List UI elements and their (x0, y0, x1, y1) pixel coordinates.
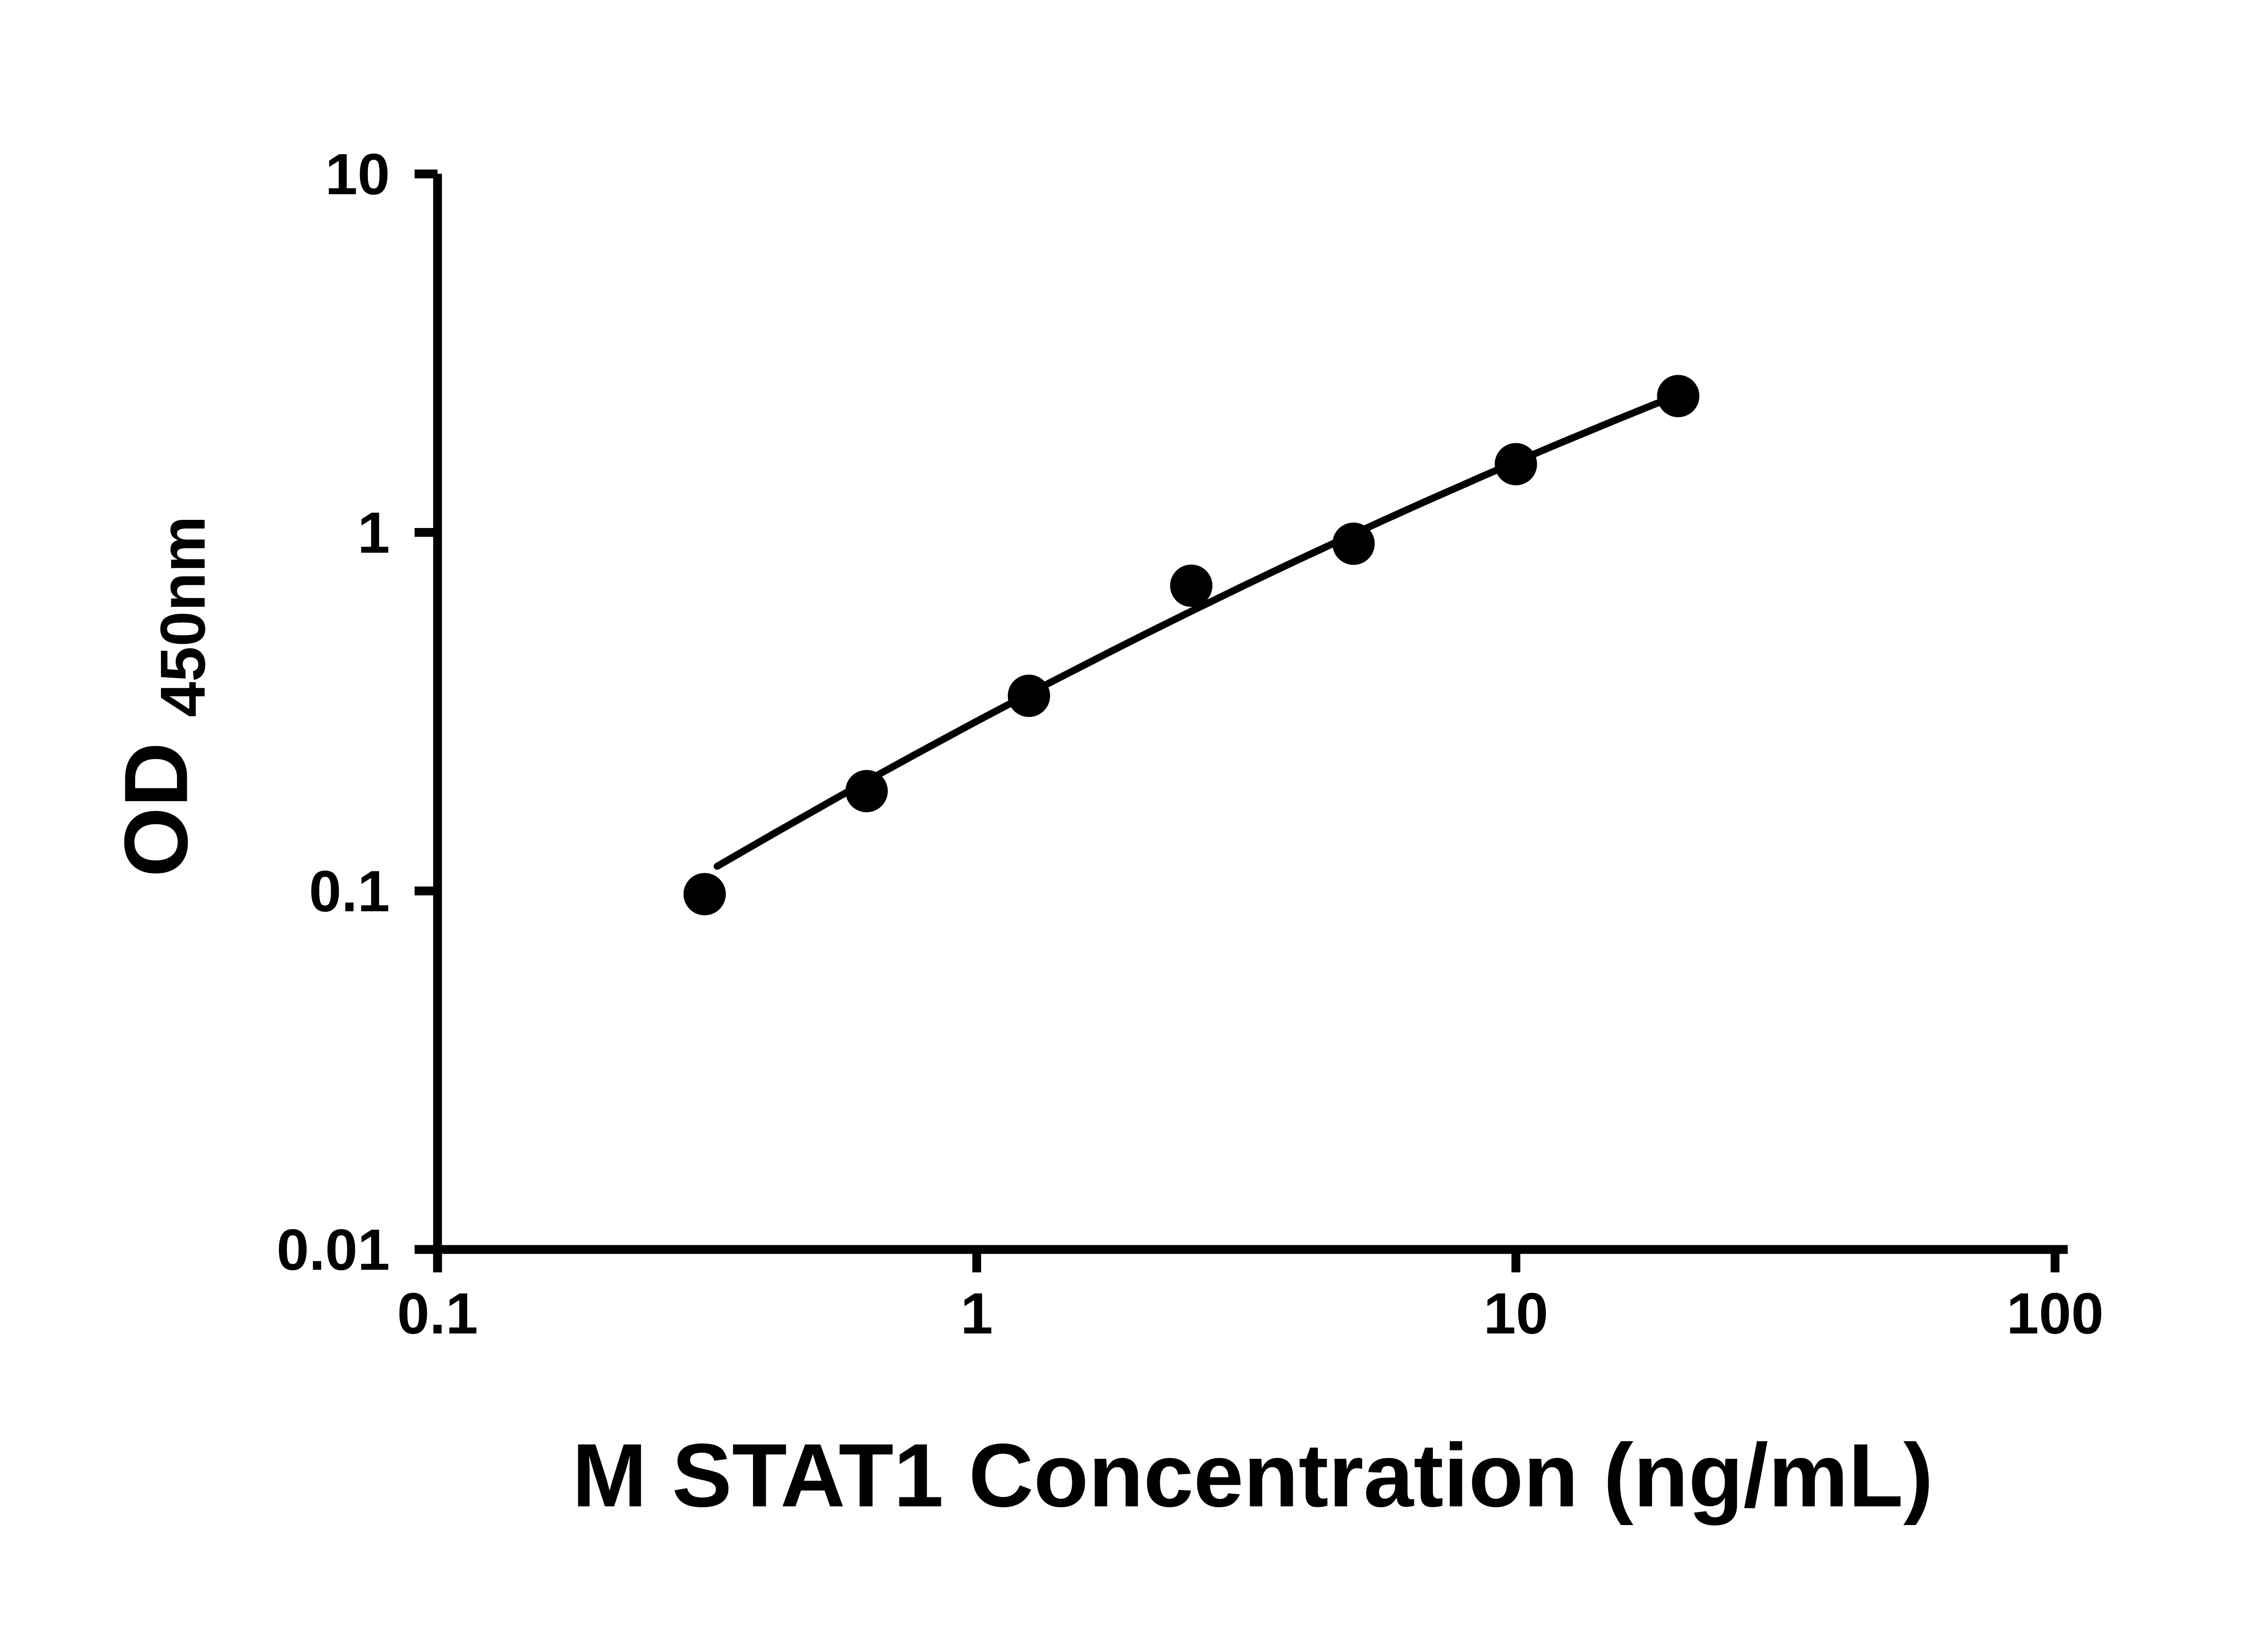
data-point (845, 770, 888, 812)
y-tick-label: 0.1 (309, 859, 390, 924)
x-axis-ticks: 0.1 1 10 100 (397, 1249, 2104, 1346)
x-axis-title: M STAT1 Concentration (ng/mL) (572, 1425, 1933, 1526)
y-axis-ticks: 0.01 0.1 1 10 (277, 142, 438, 1282)
x-tick-label: 100 (2006, 1281, 2103, 1346)
y-tick-label: 1 (357, 501, 390, 566)
data-point (1332, 523, 1375, 565)
y-axis-title-main: OD (106, 742, 206, 877)
y-tick-label: 10 (325, 142, 390, 207)
data-point (1170, 564, 1212, 607)
chart-background (0, 22, 2268, 1611)
data-point (1495, 443, 1537, 485)
data-points (683, 375, 1700, 915)
y-tick-label: 0.01 (277, 1217, 390, 1282)
x-tick-label: 1 (961, 1281, 993, 1346)
y-axis-title-subscript: 450nm (147, 516, 218, 717)
data-point (1657, 375, 1700, 417)
x-tick-label: 10 (1484, 1281, 1549, 1346)
y-axis-title: OD 450nm (106, 516, 218, 877)
data-point (683, 873, 726, 915)
x-tick-label: 0.1 (397, 1281, 478, 1346)
data-point (1007, 675, 1051, 717)
